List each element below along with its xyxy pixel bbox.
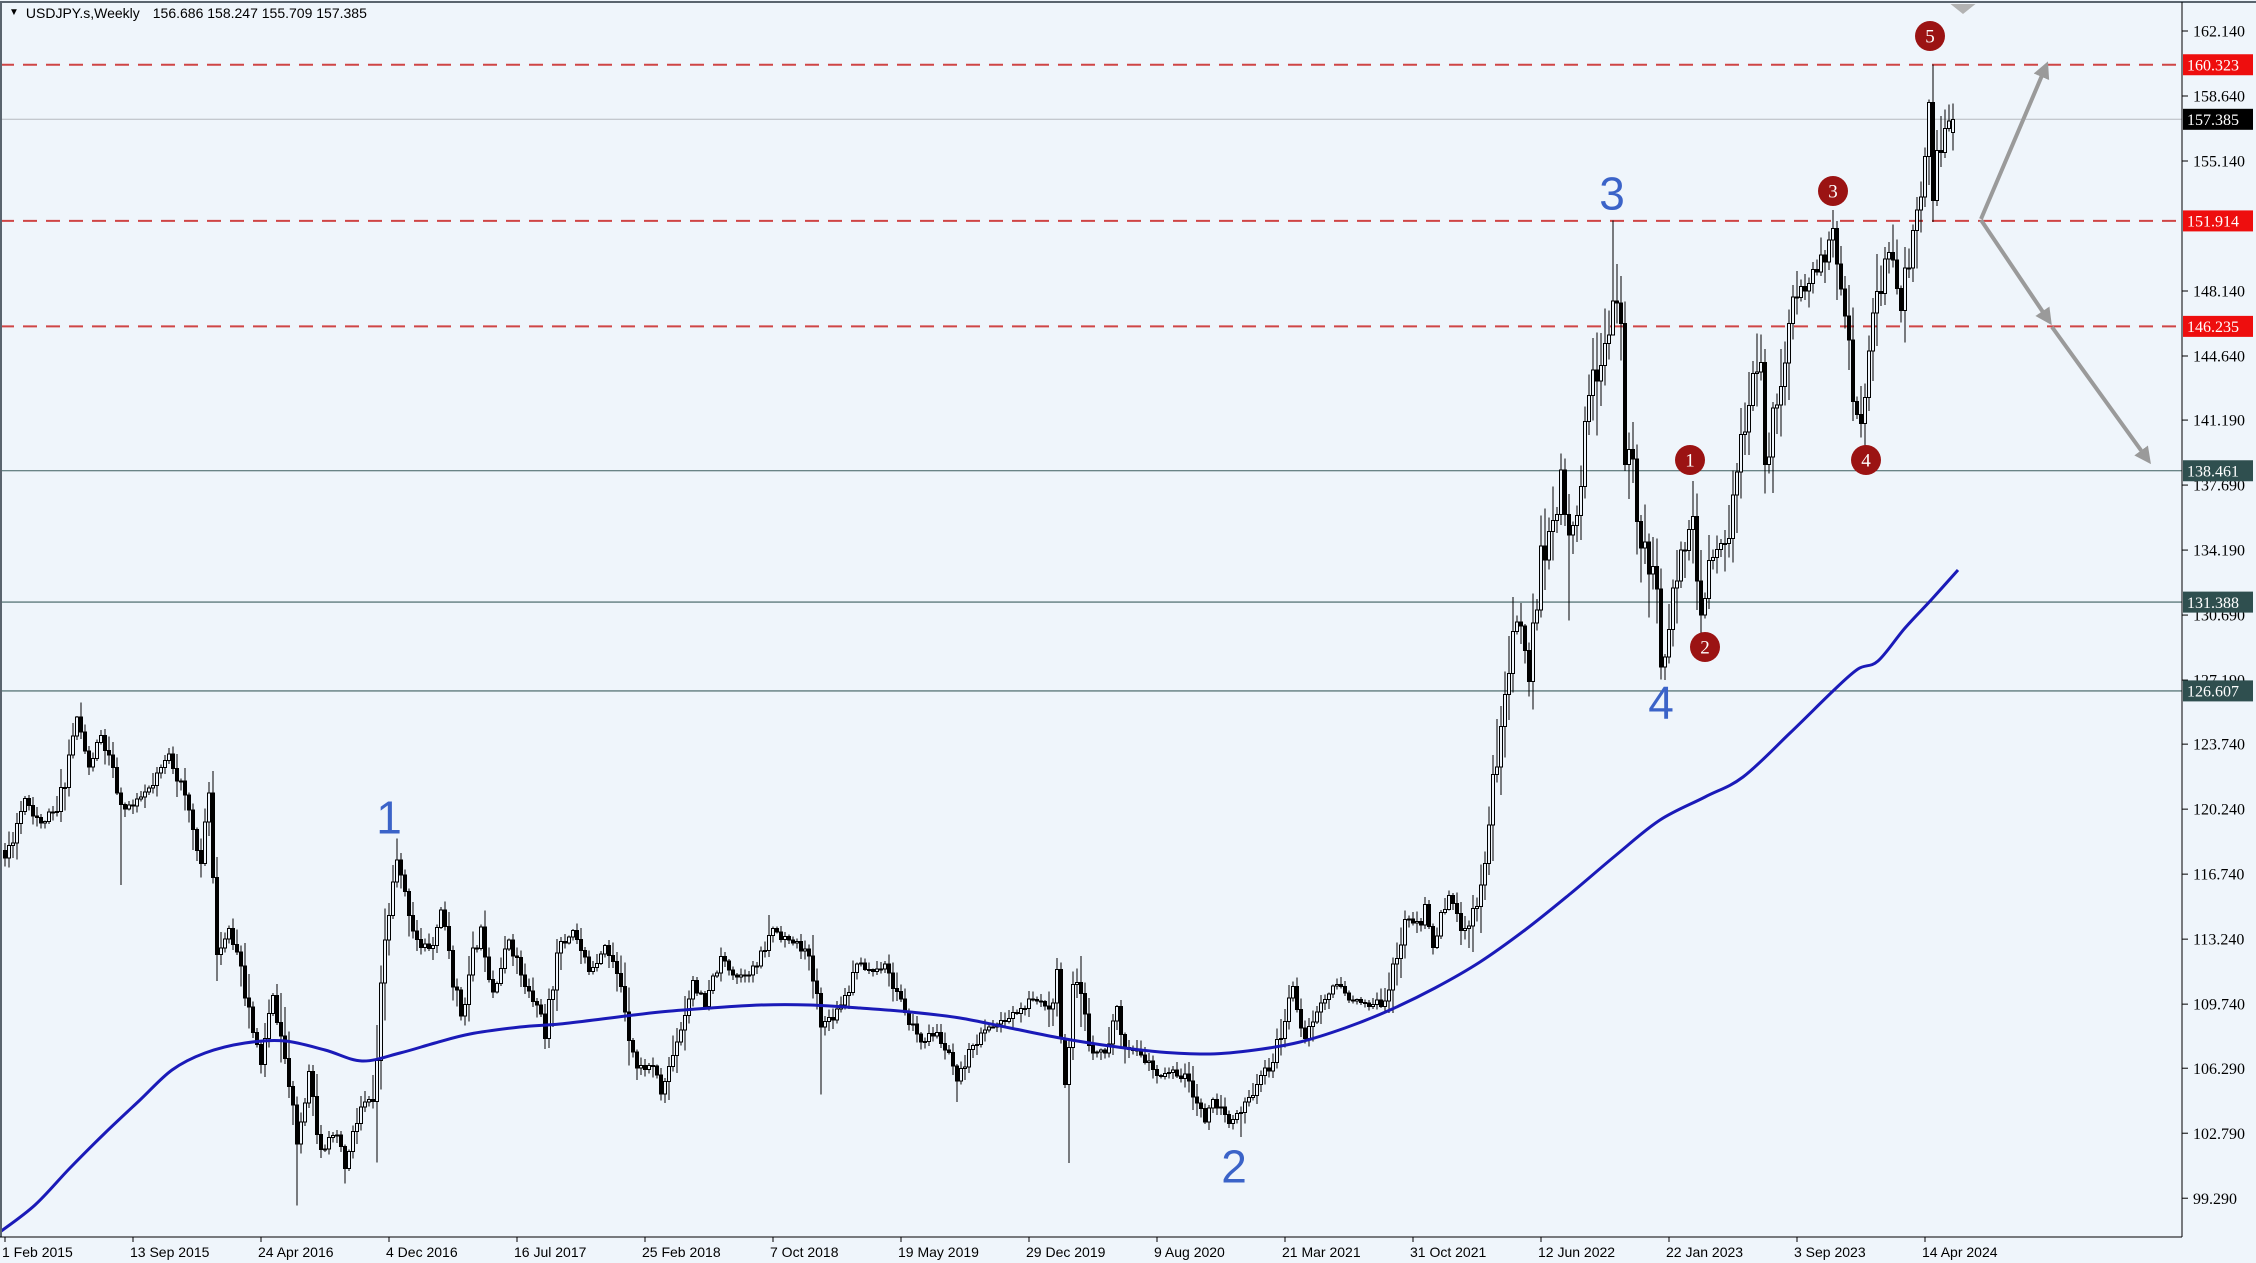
wave-circle-number: 3 [1828, 182, 1838, 203]
price-tick-label: 162.140 [2193, 24, 2245, 41]
symbol-period-label: USDJPY.s,Weekly [25, 5, 140, 21]
red-price-tag [2183, 210, 2253, 232]
support-resistance-lines [0, 63, 2182, 692]
red-price-tag-text: 146.235 [2187, 319, 2239, 336]
wave-circle-marker[interactable] [1851, 445, 1881, 475]
teal-price-tag [2183, 460, 2253, 482]
time-tick-label: 31 Oct 2021 [1410, 1244, 1486, 1260]
price-tick-label: 99.290 [2193, 1191, 2237, 1208]
price-tick-label: 141.190 [2193, 413, 2245, 430]
moving-average-line [0, 568, 1960, 1234]
price-tick-label: 134.190 [2193, 543, 2245, 560]
elliott-wave-number[interactable]: 1 [376, 792, 402, 844]
time-tick-label: 25 Feb 2018 [642, 1244, 721, 1260]
wave-circle-marker[interactable] [1675, 445, 1705, 475]
projection-arrow[interactable] [1979, 61, 2050, 220]
red-price-tag-text: 151.914 [2187, 214, 2239, 231]
candlesticks [2, 64, 1956, 1206]
time-tick-label: 1 Feb 2015 [2, 1244, 73, 1260]
current-price-tag-text: 157.385 [2187, 112, 2239, 129]
wave-circle-marker[interactable] [1818, 176, 1848, 206]
wave-circle-marker[interactable] [1915, 21, 1945, 51]
time-tick-label: 29 Dec 2019 [1026, 1244, 1106, 1260]
price-tick-label: 158.640 [2193, 89, 2245, 106]
wave-circle-marker[interactable] [1690, 632, 1720, 662]
time-tick-label: 22 Jan 2023 [1666, 1244, 1743, 1260]
price-tick-label: 123.740 [2193, 737, 2245, 754]
time-tick-label: 9 Aug 2020 [1154, 1244, 1225, 1260]
price-tick-label: 137.690 [2193, 478, 2245, 495]
time-tick-label: 7 Oct 2018 [770, 1244, 839, 1260]
price-tick-label: 113.240 [2193, 932, 2244, 949]
projection-arrow[interactable] [1979, 218, 2052, 326]
price-tick-label: 102.790 [2193, 1126, 2245, 1143]
ohlc-values-label: 156.686 158.247 155.709 157.385 [152, 5, 367, 21]
chart-title-bar: ▼ USDJPY.s,Weekly 156.686 158.247 155.70… [9, 5, 367, 21]
time-tick-label: 12 Jun 2022 [1538, 1244, 1615, 1260]
price-tick-label: 106.290 [2193, 1061, 2245, 1078]
time-tick-label: 14 Apr 2024 [1922, 1244, 1998, 1260]
time-tick-label: 13 Sep 2015 [130, 1244, 210, 1260]
price-tick-label: 116.740 [2193, 867, 2244, 884]
wave-circle-number: 2 [1700, 638, 1710, 659]
time-tick-label: 24 Apr 2016 [258, 1244, 334, 1260]
elliott-wave-number[interactable]: 2 [1221, 1141, 1247, 1193]
wave-circle-number: 5 [1925, 27, 1935, 48]
time-tick-label: 4 Dec 2016 [386, 1244, 458, 1260]
time-tick-label: 16 Jul 2017 [514, 1244, 587, 1260]
price-tick-label: 155.140 [2193, 154, 2245, 171]
price-tick-label: 144.640 [2193, 349, 2245, 366]
teal-price-tag-text: 131.388 [2187, 595, 2239, 612]
price-axis[interactable]: 162.140 158.640 155.140 148.140 144.640 141.1… [2182, 24, 2253, 1208]
price-tick-label: 120.240 [2193, 802, 2245, 819]
price-tick-label: 148.140 [2193, 284, 2245, 301]
time-tick-label: 19 May 2019 [898, 1244, 979, 1260]
wave-annotations[interactable]: 1 2 3 4 1 2 3 4 5 [376, 21, 1945, 1193]
wave-circle-number: 4 [1861, 451, 1871, 472]
teal-price-tag [2183, 591, 2253, 613]
chevron-down-icon[interactable]: ▼ [9, 7, 19, 18]
price-tick-label: 109.740 [2193, 997, 2245, 1014]
wave-circle-number: 1 [1685, 451, 1695, 472]
time-axis[interactable]: 1 Feb 2015 13 Sep 2015 24 Apr 2016 4 Dec 20… [2, 1237, 1998, 1260]
teal-price-tag [2183, 680, 2253, 702]
teal-price-tag-text: 138.461 [2187, 464, 2239, 481]
red-price-tag [2183, 54, 2253, 76]
time-tick-label: 3 Sep 2023 [1794, 1244, 1866, 1260]
red-price-tag-text: 160.323 [2187, 58, 2239, 75]
chart-shift-marker-icon[interactable] [1950, 4, 1976, 14]
projection-arrows[interactable] [1979, 61, 2151, 465]
elliott-wave-number[interactable]: 3 [1599, 168, 1625, 220]
projection-arrow[interactable] [2050, 325, 2151, 465]
teal-price-tag-text: 126.607 [2187, 684, 2239, 701]
current-price-tag [2183, 108, 2253, 130]
chart-frame [0, 1, 2256, 1238]
elliott-wave-number[interactable]: 4 [1648, 677, 1674, 729]
time-tick-label: 21 Mar 2021 [1282, 1244, 1361, 1260]
red-price-tag [2183, 315, 2253, 337]
